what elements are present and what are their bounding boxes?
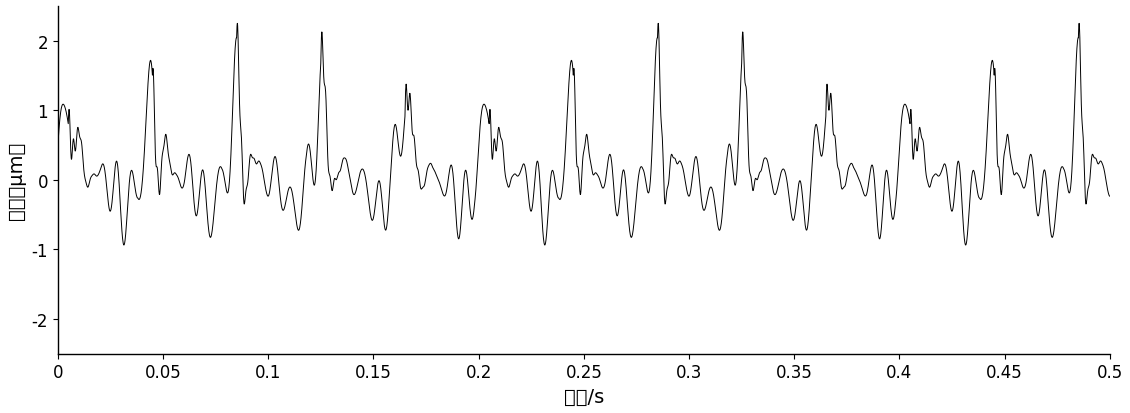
Y-axis label: 幅値［μm］: 幅値［μm］ (7, 141, 26, 219)
X-axis label: 时间/s: 时间/s (564, 387, 603, 406)
